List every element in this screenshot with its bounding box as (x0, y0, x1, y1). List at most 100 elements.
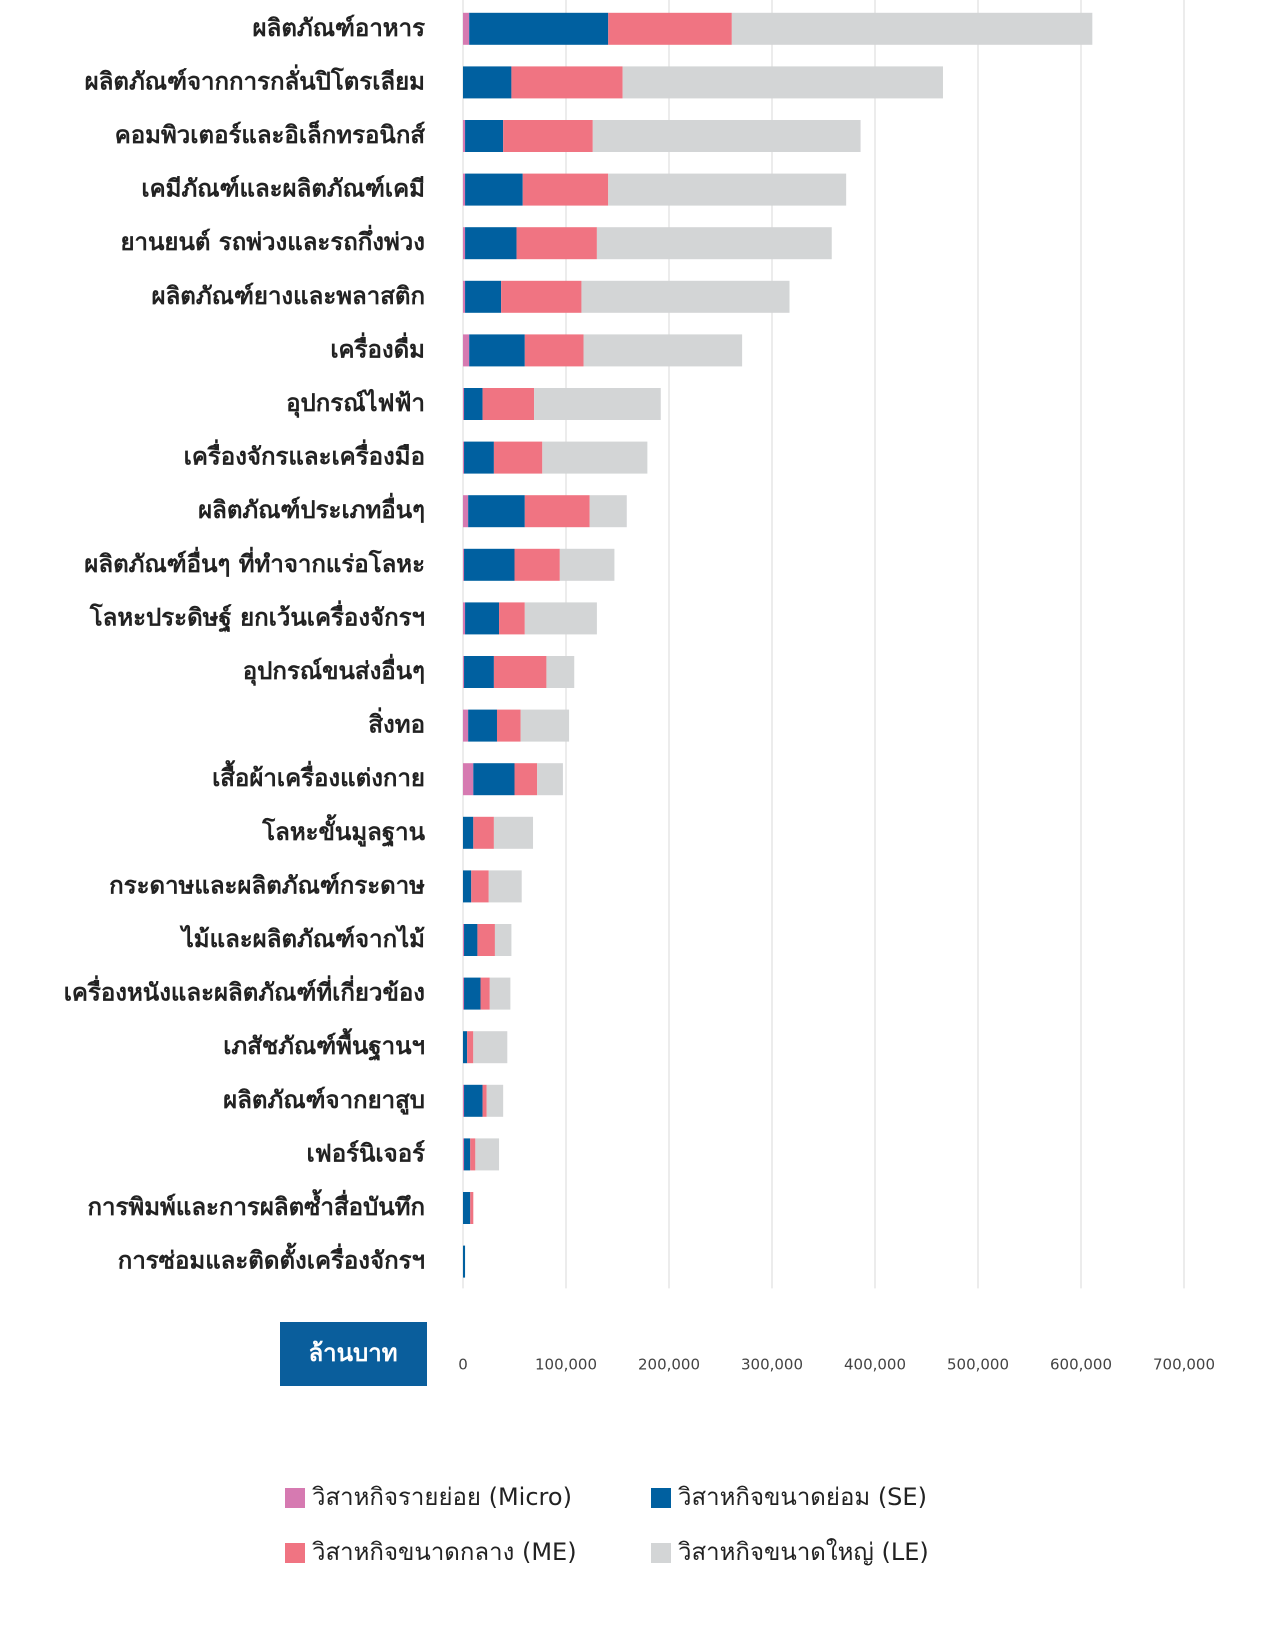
bar-segment (488, 870, 522, 903)
bar-segment (465, 602, 500, 635)
legend-swatch (285, 1543, 305, 1563)
bar-segment (482, 1084, 487, 1117)
bar-segment (583, 334, 743, 367)
bar-segment (463, 816, 474, 849)
legend-swatch (651, 1488, 671, 1508)
bar-segment (608, 12, 732, 45)
legend-label: วิสาหกิจรายย่อย (Micro) (311, 1483, 571, 1511)
bar-segment (592, 120, 861, 152)
bar-segment (463, 66, 512, 99)
bar-segment (465, 120, 504, 152)
bar-segment (475, 1138, 500, 1171)
bar-segment (559, 548, 615, 581)
bar-segment (516, 227, 597, 260)
bar-segment (463, 870, 472, 903)
bar-segment (463, 1192, 471, 1224)
x-tick-label: 300,000 (741, 1356, 803, 1374)
y-tick-label: เคมีภัณฑ์และผลิตภัณฑ์เคมี (141, 175, 425, 203)
bar-segment (470, 1192, 474, 1224)
x-tick-label: 200,000 (638, 1356, 700, 1374)
bar-segment (489, 977, 511, 1010)
bar-segment (473, 816, 494, 849)
bar-segment (463, 120, 466, 152)
bar-segment (463, 1084, 465, 1117)
bar-segment (480, 977, 490, 1010)
bar-segment (486, 1084, 504, 1117)
bar-segment (463, 441, 465, 474)
bar-segment (589, 495, 627, 528)
bar-segment (464, 1084, 483, 1117)
bar-segment (493, 816, 534, 849)
bar-segment (465, 227, 517, 260)
bar-segment (511, 66, 623, 99)
bar-segment (473, 1031, 508, 1064)
bar-segment (463, 656, 465, 688)
bar-segment (503, 120, 593, 152)
bar-segment (522, 173, 609, 206)
bar-segment (581, 280, 790, 313)
bar-segment (494, 924, 512, 956)
bar-segment (463, 1031, 468, 1064)
bar-segment (467, 1031, 474, 1064)
bar-segment (501, 280, 582, 313)
bar-segment (469, 12, 609, 45)
bar-segment (608, 173, 847, 206)
y-tick-label: ผลิตภัณฑ์ประเภทอื่นๆ (198, 492, 425, 524)
bar-segment (537, 763, 563, 796)
bar-segment (464, 388, 483, 420)
legend-label: วิสาหกิจขนาดย่อม (SE) (677, 1483, 926, 1511)
y-tick-label: ยานยนต์ รถพ่วงและรถกึ่งพ่วง (120, 224, 425, 256)
bar-segment (482, 388, 535, 420)
bar-segment (463, 495, 469, 528)
legend-label: วิสาหกิจขนาดใหญ่ (LE) (677, 1538, 928, 1566)
bar-segment (496, 709, 521, 742)
y-tick-label: อุปกรณ์ไฟฟ้า (286, 388, 425, 419)
bar-segment (514, 763, 538, 796)
bar-segment (463, 280, 466, 313)
legend-label: วิสาหกิจขนาดกลาง (ME) (311, 1538, 576, 1566)
y-tick-label: เภสัชภัณฑ์พื้นฐานฯ (223, 1027, 425, 1062)
bar-segment (463, 763, 474, 796)
bar-segment (534, 388, 661, 420)
y-tick-label: เฟอร์นิเจอร์ (307, 1139, 426, 1167)
bar-segment (463, 173, 466, 206)
x-tick-label: 100,000 (535, 1356, 597, 1374)
x-label: ล้านบาท (308, 1339, 397, 1367)
bar-segment (499, 602, 525, 635)
y-tick-label: เครื่องจักรและเครื่องมือ (184, 439, 425, 471)
y-tick-label: สิ่งทอ (368, 707, 425, 739)
bar-segment (465, 280, 502, 313)
bar-segment (463, 709, 469, 742)
bar-segment (463, 602, 466, 635)
bar-segment (463, 227, 466, 260)
x-tick-label: 0 (458, 1356, 468, 1374)
y-tick-label: เครื่องดื่ม (330, 331, 425, 363)
y-tick-label: ผลิตภัณฑ์อาหาร (253, 14, 426, 42)
bar-segment (463, 548, 465, 581)
x-tick-label: 600,000 (1050, 1356, 1112, 1374)
y-tick-label: คอมพิวเตอร์และอิเล็กทรอนิกส์ (115, 120, 426, 149)
bar-segment (464, 548, 515, 581)
y-tick-label: ผลิตภัณฑ์จากการกลั่นปิโตรเลียม (85, 63, 425, 95)
x-tick-label: 500,000 (947, 1356, 1009, 1374)
bar-segment (463, 12, 470, 45)
bar-segment (463, 1245, 466, 1278)
bar-segment (731, 12, 1093, 45)
bar-segment (596, 227, 832, 260)
legend-swatch (285, 1488, 305, 1508)
bar-segment (463, 334, 470, 367)
bar-segment (468, 709, 497, 742)
legend-swatch (651, 1543, 671, 1563)
bar-segment (463, 1138, 465, 1171)
y-tick-label: การซ่อมและติดตั้งเครื่องจักรฯ (118, 1242, 425, 1275)
bar-segment (465, 173, 523, 206)
y-tick-label: เสื้อผ้าเครื่องแต่งกาย (212, 759, 425, 792)
bar-segment (464, 441, 494, 474)
y-tick-label: ผลิตภัณฑ์ยางและพลาสติก (152, 282, 425, 310)
bar-segment (464, 1138, 471, 1171)
y-tick-label: กระดาษและผลิตภัณฑ์กระดาษ (109, 871, 425, 899)
bar-segment (520, 709, 570, 742)
bar-segment (463, 388, 465, 420)
y-tick-label: โลหะประดิษฐ์ ยกเว้นเครื่องจักรฯ (89, 599, 425, 633)
bar-segment (514, 548, 560, 581)
